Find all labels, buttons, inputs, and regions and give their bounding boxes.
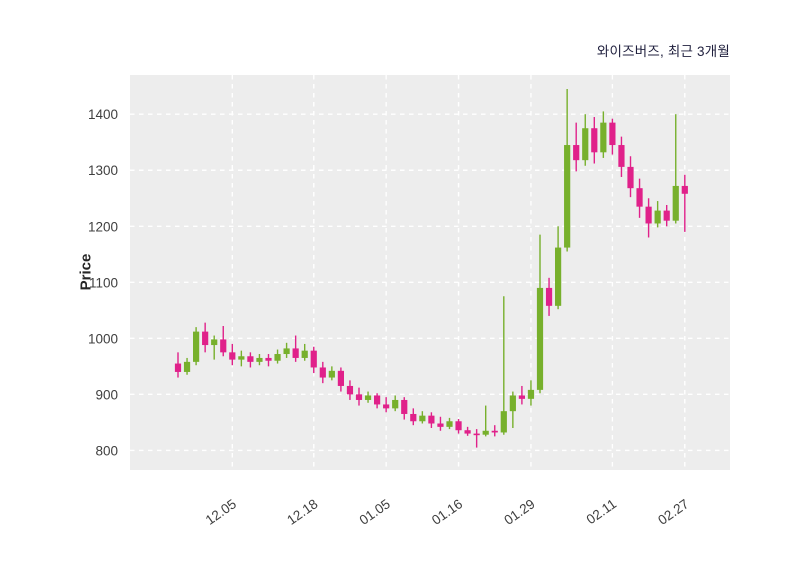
candle-body — [591, 128, 598, 153]
candle-body — [428, 415, 435, 424]
candle-body — [346, 385, 354, 395]
candle-body — [555, 247, 562, 306]
candle-body — [536, 287, 544, 390]
candle-body — [582, 128, 589, 161]
y-tick-label: 1300 — [88, 163, 118, 178]
chart-title: 와이즈버즈, 최근 3개월 — [596, 44, 730, 59]
candle-body — [183, 361, 191, 372]
candle-body — [265, 357, 272, 361]
candle-body — [292, 348, 299, 358]
candle-body — [618, 145, 625, 167]
candle-body — [672, 185, 679, 221]
x-tick-label: 02.27 — [655, 496, 691, 528]
x-tick-label: 12.05 — [203, 496, 239, 528]
candle-body — [500, 411, 507, 433]
candle-body — [645, 206, 652, 224]
x-tick-label: 12.18 — [284, 496, 320, 528]
candle-body — [482, 430, 489, 435]
candle-body — [319, 367, 326, 378]
candle-body — [202, 331, 209, 346]
candle-body — [419, 415, 426, 422]
candle-body — [220, 339, 227, 353]
candle-body — [364, 395, 372, 400]
candle-body — [174, 363, 182, 372]
candle-body — [256, 357, 263, 362]
candle-body — [446, 421, 453, 427]
candle-body — [573, 145, 580, 161]
candle-body — [247, 356, 254, 362]
y-tick-label: 1400 — [88, 107, 118, 122]
y-tick-label: 1100 — [89, 275, 118, 290]
candle-body — [283, 348, 290, 355]
y-tick-label: 1000 — [88, 331, 118, 346]
candle-body — [328, 370, 335, 378]
candle-body — [545, 287, 553, 306]
x-tick-label: 01.29 — [501, 496, 537, 528]
y-tick-label: 900 — [95, 387, 118, 402]
candle-body — [374, 395, 381, 405]
candle-body — [663, 210, 670, 221]
candle-body — [229, 352, 236, 360]
candle-body — [654, 210, 661, 224]
candle-body — [564, 145, 571, 248]
plot-background — [130, 75, 730, 470]
y-tick-label: 1200 — [88, 219, 118, 234]
candle-body — [600, 122, 607, 153]
candle-body — [392, 399, 399, 409]
candle-body — [437, 423, 444, 427]
candle-body — [401, 399, 408, 414]
candle-body — [238, 356, 245, 360]
candle-body — [410, 413, 417, 422]
candle-body — [355, 394, 363, 400]
candle-body — [627, 166, 634, 189]
candle-body — [518, 395, 525, 399]
candle-body — [464, 430, 471, 434]
candle-body — [274, 354, 281, 361]
candle-body — [193, 331, 200, 362]
candle-body — [383, 404, 390, 409]
candle-body — [527, 389, 535, 399]
x-tick-label: 01.16 — [429, 496, 465, 528]
candle-body — [681, 185, 688, 194]
candle-body — [211, 339, 218, 346]
candle-body — [310, 350, 317, 368]
candle-body — [455, 421, 462, 431]
candle-body — [636, 188, 643, 207]
candle-body — [473, 433, 480, 436]
candle-body — [301, 350, 308, 358]
x-tick-label: 02.11 — [584, 496, 619, 527]
y-tick-label: 800 — [95, 443, 118, 458]
candle-body — [337, 370, 344, 386]
candle-body — [509, 395, 516, 412]
x-tick-label: 01.05 — [357, 496, 393, 528]
candle-body — [609, 122, 616, 146]
candle-body — [491, 430, 498, 433]
